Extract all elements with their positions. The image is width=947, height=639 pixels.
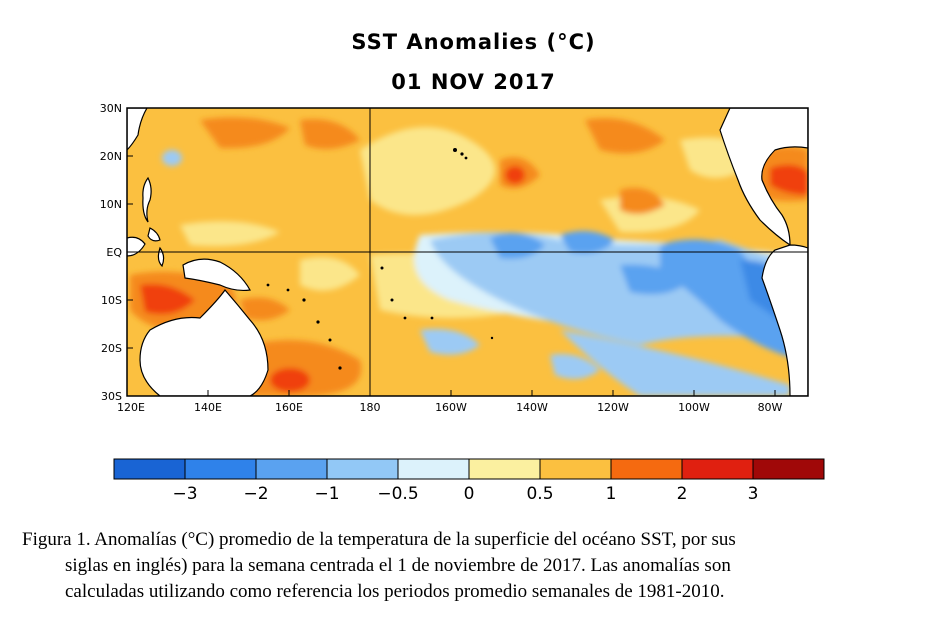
lon-label: 180 [360, 401, 381, 414]
lat-label: 20S [101, 342, 122, 355]
colorbar-label: 0.5 [526, 484, 553, 504]
lat-labels: 30N 20N 10N EQ 10S 20S 30S [100, 102, 123, 403]
lat-label: 30S [101, 390, 122, 403]
colorbar: −3 −2 −1 −0.5 0 0.5 1 2 3 [113, 458, 825, 504]
lon-label: 160E [275, 401, 303, 414]
lon-labels: 120E 140E 160E 180 160W 140W 120W 100W 8… [117, 401, 783, 414]
colorbar-label: −0.5 [377, 484, 418, 504]
lon-label: 140E [194, 401, 222, 414]
lon-label: 120W [597, 401, 629, 414]
lon-label: 160W [435, 401, 467, 414]
colorbar-label: 2 [677, 484, 688, 504]
colorbar-swatch [185, 459, 256, 479]
lat-label: 10S [101, 294, 122, 307]
land-masses [127, 108, 808, 396]
lat-label: 20N [100, 150, 122, 163]
lon-label: 100W [678, 401, 710, 414]
islands [266, 148, 494, 370]
colorbar-swatch [753, 459, 824, 479]
caption-line-1: Figura 1. Anomalías (°C) promedio de la … [22, 529, 736, 550]
lon-label: 80W [758, 401, 783, 414]
colorbar-swatch [469, 459, 540, 479]
sst-anomaly-map: 30N 20N 10N EQ 10S 20S 30S 120E 140E 160… [100, 102, 825, 504]
lat-ticks [127, 107, 133, 397]
lon-ticks [126, 390, 776, 396]
caption-line-3: calculadas utilizando como referencia lo… [65, 581, 725, 602]
lat-label: 30N [100, 102, 122, 115]
map-field [127, 108, 808, 396]
colorbar-label: 0 [464, 484, 475, 504]
colorbar-swatch [327, 459, 398, 479]
colorbar-label: −2 [243, 484, 268, 504]
colorbar-label: 1 [606, 484, 617, 504]
colorbar-label: −3 [172, 484, 197, 504]
figure-caption: Figura 1. Anomalías (°C) promedio de la … [22, 527, 922, 605]
colorbar-label: −1 [314, 484, 339, 504]
caption-line-2: siglas en inglés) para la semana centrad… [65, 555, 731, 576]
lon-label: 120E [117, 401, 145, 414]
colorbar-swatch [682, 459, 753, 479]
lat-label: 10N [100, 198, 122, 211]
colorbar-swatch [398, 459, 469, 479]
colorbar-swatch [611, 459, 682, 479]
map-date: 01 NOV 2017 [391, 70, 556, 94]
lat-label: EQ [106, 246, 122, 259]
lon-label: 140W [516, 401, 548, 414]
colorbar-swatch [114, 459, 185, 479]
map-title: SST Anomalies (°C) [351, 30, 596, 54]
colorbar-label: 3 [748, 484, 759, 504]
colorbar-swatch [540, 459, 611, 479]
colorbar-swatch [256, 459, 327, 479]
